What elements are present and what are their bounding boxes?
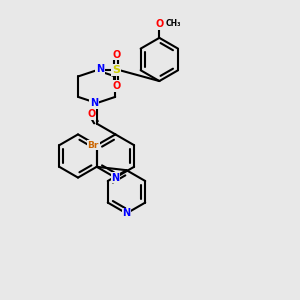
Text: O: O <box>155 19 164 29</box>
Text: Br: Br <box>87 141 99 150</box>
Text: N: N <box>96 64 104 74</box>
Text: N: N <box>90 98 98 108</box>
Text: CH₃: CH₃ <box>166 19 182 28</box>
Text: S: S <box>112 65 120 75</box>
Text: O: O <box>112 50 120 60</box>
Text: N: N <box>122 208 130 218</box>
Text: N: N <box>111 172 119 183</box>
Text: O: O <box>87 109 95 119</box>
Text: O: O <box>112 81 120 91</box>
